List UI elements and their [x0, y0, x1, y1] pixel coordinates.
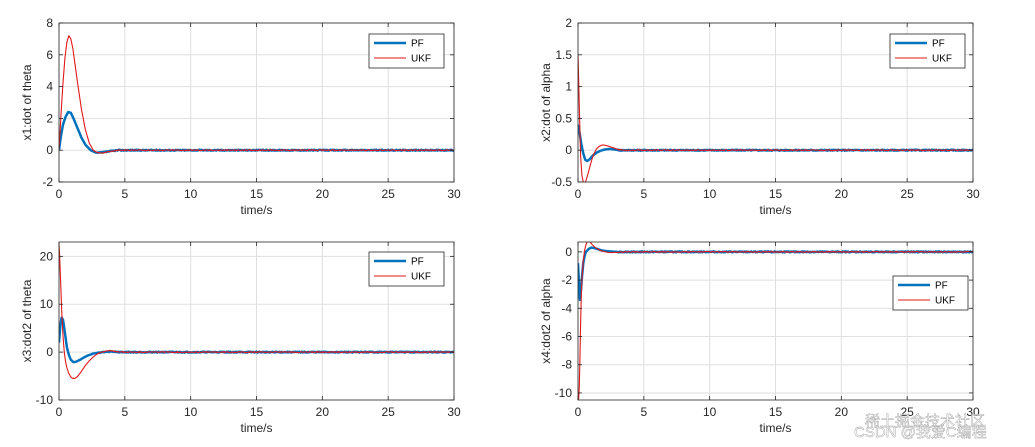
y-tick-label: -6 [561, 330, 572, 344]
x-tick-label: 0 [575, 187, 582, 201]
legend-label-ukf: UKF [935, 296, 955, 307]
legend-box [892, 275, 969, 311]
y-tick-label: 0 [46, 143, 53, 157]
legend-label-pf: PF [411, 257, 424, 268]
y-tick-label: 4 [46, 80, 53, 94]
x-tick-label: 30 [447, 187, 461, 201]
x-tick-label: 20 [835, 405, 849, 419]
y-axis-label: x3:dot2 of theta [20, 279, 34, 362]
y-tick-label: -4 [561, 301, 572, 315]
x-tick-label: 10 [184, 187, 198, 201]
x-tick-label: 25 [381, 405, 395, 419]
watermark: CSDN @我爱C编程 [854, 424, 987, 441]
series-line-ukf [59, 35, 454, 154]
y-axis-label: x1:dot of theta [20, 64, 34, 140]
y-tick-label: -2 [561, 273, 572, 287]
x-axis-label: time/s [240, 421, 272, 435]
x-tick-label: 15 [769, 405, 783, 419]
series-group [59, 244, 454, 380]
legend-label-pf: PF [411, 39, 424, 50]
series-line-ukf [59, 244, 454, 380]
y-tick-label: 0.5 [555, 111, 572, 125]
y-tick-label: 6 [46, 48, 53, 62]
x-tick-label: 25 [900, 187, 914, 201]
y-tick-label: -0.5 [551, 175, 572, 189]
x-tick-label: 25 [381, 187, 395, 201]
x-tick-label: 15 [250, 187, 264, 201]
x-tick-label: 5 [121, 187, 128, 201]
y-tick-label: -10 [36, 393, 54, 407]
subplot-p4: 0 5 10 15 20 25 30 -10 -8 -6 -4 -2 0 time/s x4:dot2 of… [539, 241, 980, 435]
x-tick-label: 25 [900, 405, 914, 419]
x-axis-label: time/s [759, 203, 791, 217]
x-tick-label: 15 [250, 405, 264, 419]
legend: PF UKF [368, 33, 445, 69]
legend-label-pf: PF [932, 39, 945, 50]
legend: PF UKF [368, 251, 445, 287]
x-tick-label: 5 [640, 187, 647, 201]
x-tick-label: 0 [56, 405, 63, 419]
x-tick-label: 10 [703, 187, 717, 201]
series-line-ukf [578, 54, 973, 182]
x-tick-label: 10 [184, 405, 198, 419]
series-group [59, 35, 454, 154]
x-tick-label: 0 [56, 187, 63, 201]
x-axis-label: time/s [759, 421, 791, 435]
x-axis-label: time/s [240, 203, 272, 217]
series-line-ukf [578, 242, 973, 400]
legend-label-ukf: UKF [411, 54, 431, 65]
legend-box [368, 251, 445, 287]
legend-label-ukf: UKF [411, 272, 431, 283]
legend: PF UKF [892, 275, 969, 311]
x-tick-label: 5 [121, 405, 128, 419]
y-tick-label: 20 [40, 249, 54, 263]
y-tick-label: 2 [565, 16, 572, 30]
legend-box [889, 33, 966, 69]
legend-label-ukf: UKF [932, 54, 952, 65]
x-tick-label: 15 [769, 187, 783, 201]
x-tick-label: 5 [640, 405, 647, 419]
y-axis-label: x4:dot2 of alpha [539, 278, 553, 364]
y-tick-label: -2 [42, 175, 53, 189]
x-tick-label: 10 [703, 405, 717, 419]
y-tick-label: -8 [561, 358, 572, 372]
series-group [578, 242, 973, 400]
y-tick-label: 1 [565, 80, 572, 94]
x-tick-label: 30 [447, 405, 461, 419]
y-tick-label: 0 [46, 345, 53, 359]
legend: PF UKF [889, 33, 966, 69]
y-tick-label: 8 [46, 16, 53, 30]
x-tick-label: 20 [316, 187, 330, 201]
x-tick-label: 30 [966, 405, 980, 419]
legend-label-pf: PF [935, 281, 948, 292]
x-tick-label: 30 [966, 187, 980, 201]
series-group [578, 54, 973, 182]
y-tick-label: 2 [46, 111, 53, 125]
y-axis-label: x2:dot of alpha [539, 63, 553, 142]
legend-box [368, 33, 445, 69]
y-tick-label: 0 [565, 143, 572, 157]
y-tick-label: 1.5 [555, 48, 572, 62]
y-tick-label: 10 [40, 297, 54, 311]
x-tick-label: 20 [835, 187, 849, 201]
y-tick-label: -10 [555, 386, 573, 400]
x-tick-label: 0 [575, 405, 582, 419]
x-tick-label: 20 [316, 405, 330, 419]
watermark-secondary: 稀土掘金技术社区 [865, 413, 985, 430]
y-tick-label: 0 [565, 245, 572, 259]
